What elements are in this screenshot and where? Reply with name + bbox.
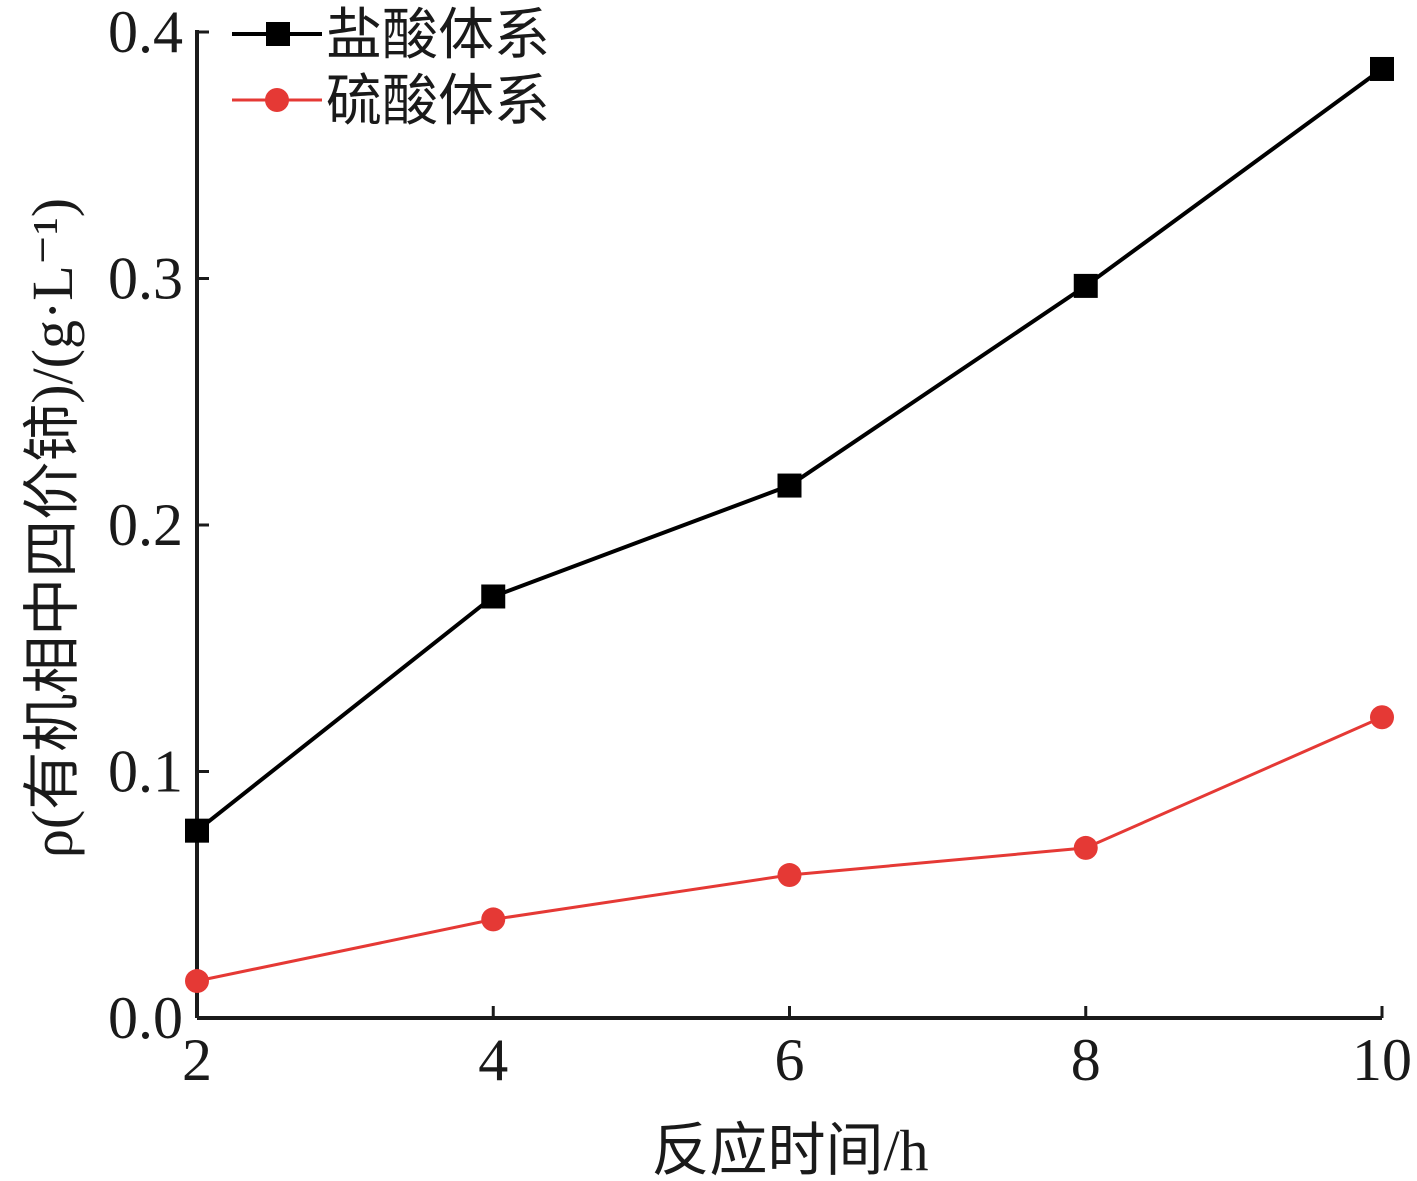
data-point-square [1073, 273, 1098, 298]
data-point-circle [481, 907, 506, 932]
y-axis-title: ρ(有机相中四价铈)/(g·L⁻¹) [20, 198, 85, 858]
y-tick-label: 0.1 [108, 739, 183, 805]
series-2 [185, 705, 1394, 994]
y-ticks: 0.0 0.1 0.2 0.3 0.4 [108, 0, 209, 1051]
x-tick-label: 10 [1352, 1027, 1412, 1093]
data-point-square [1370, 56, 1394, 81]
data-point-square [185, 818, 209, 843]
x-ticks: 2 4 6 8 10 [182, 1006, 1412, 1093]
y-tick-label: 0.0 [108, 985, 183, 1051]
legend-item-1: 盐酸体系 [232, 5, 550, 67]
series-line [196, 715, 1383, 983]
series-layer [185, 56, 1394, 994]
series-1 [185, 56, 1394, 843]
data-point-square [481, 584, 506, 609]
y-tick-label: 0.4 [108, 0, 183, 65]
legend-label: 盐酸体系 [326, 5, 550, 67]
y-tick-label: 0.3 [108, 246, 183, 312]
legend-marker-circle [265, 88, 289, 112]
legend-label: 硫酸体系 [326, 71, 550, 133]
series-line [195, 67, 1384, 833]
x-tick-label: 4 [478, 1027, 508, 1093]
legend-item-2: 硫酸体系 [232, 71, 550, 133]
data-point-square [777, 473, 802, 498]
legend-marker-square [266, 22, 290, 46]
x-axis-title: 反应时间/h [651, 1118, 928, 1181]
data-point-circle [1073, 835, 1098, 860]
data-point-circle [1370, 705, 1394, 730]
x-tick-label: 8 [1071, 1027, 1101, 1093]
axes: 2 4 6 8 10 0.0 0.1 0.2 0.3 0.4 [108, 0, 1412, 1093]
data-point-circle [777, 863, 802, 888]
data-point-circle [185, 969, 209, 994]
y-tick-label: 0.2 [108, 492, 183, 558]
x-tick-label: 2 [182, 1027, 212, 1093]
x-tick-label: 6 [775, 1027, 805, 1093]
